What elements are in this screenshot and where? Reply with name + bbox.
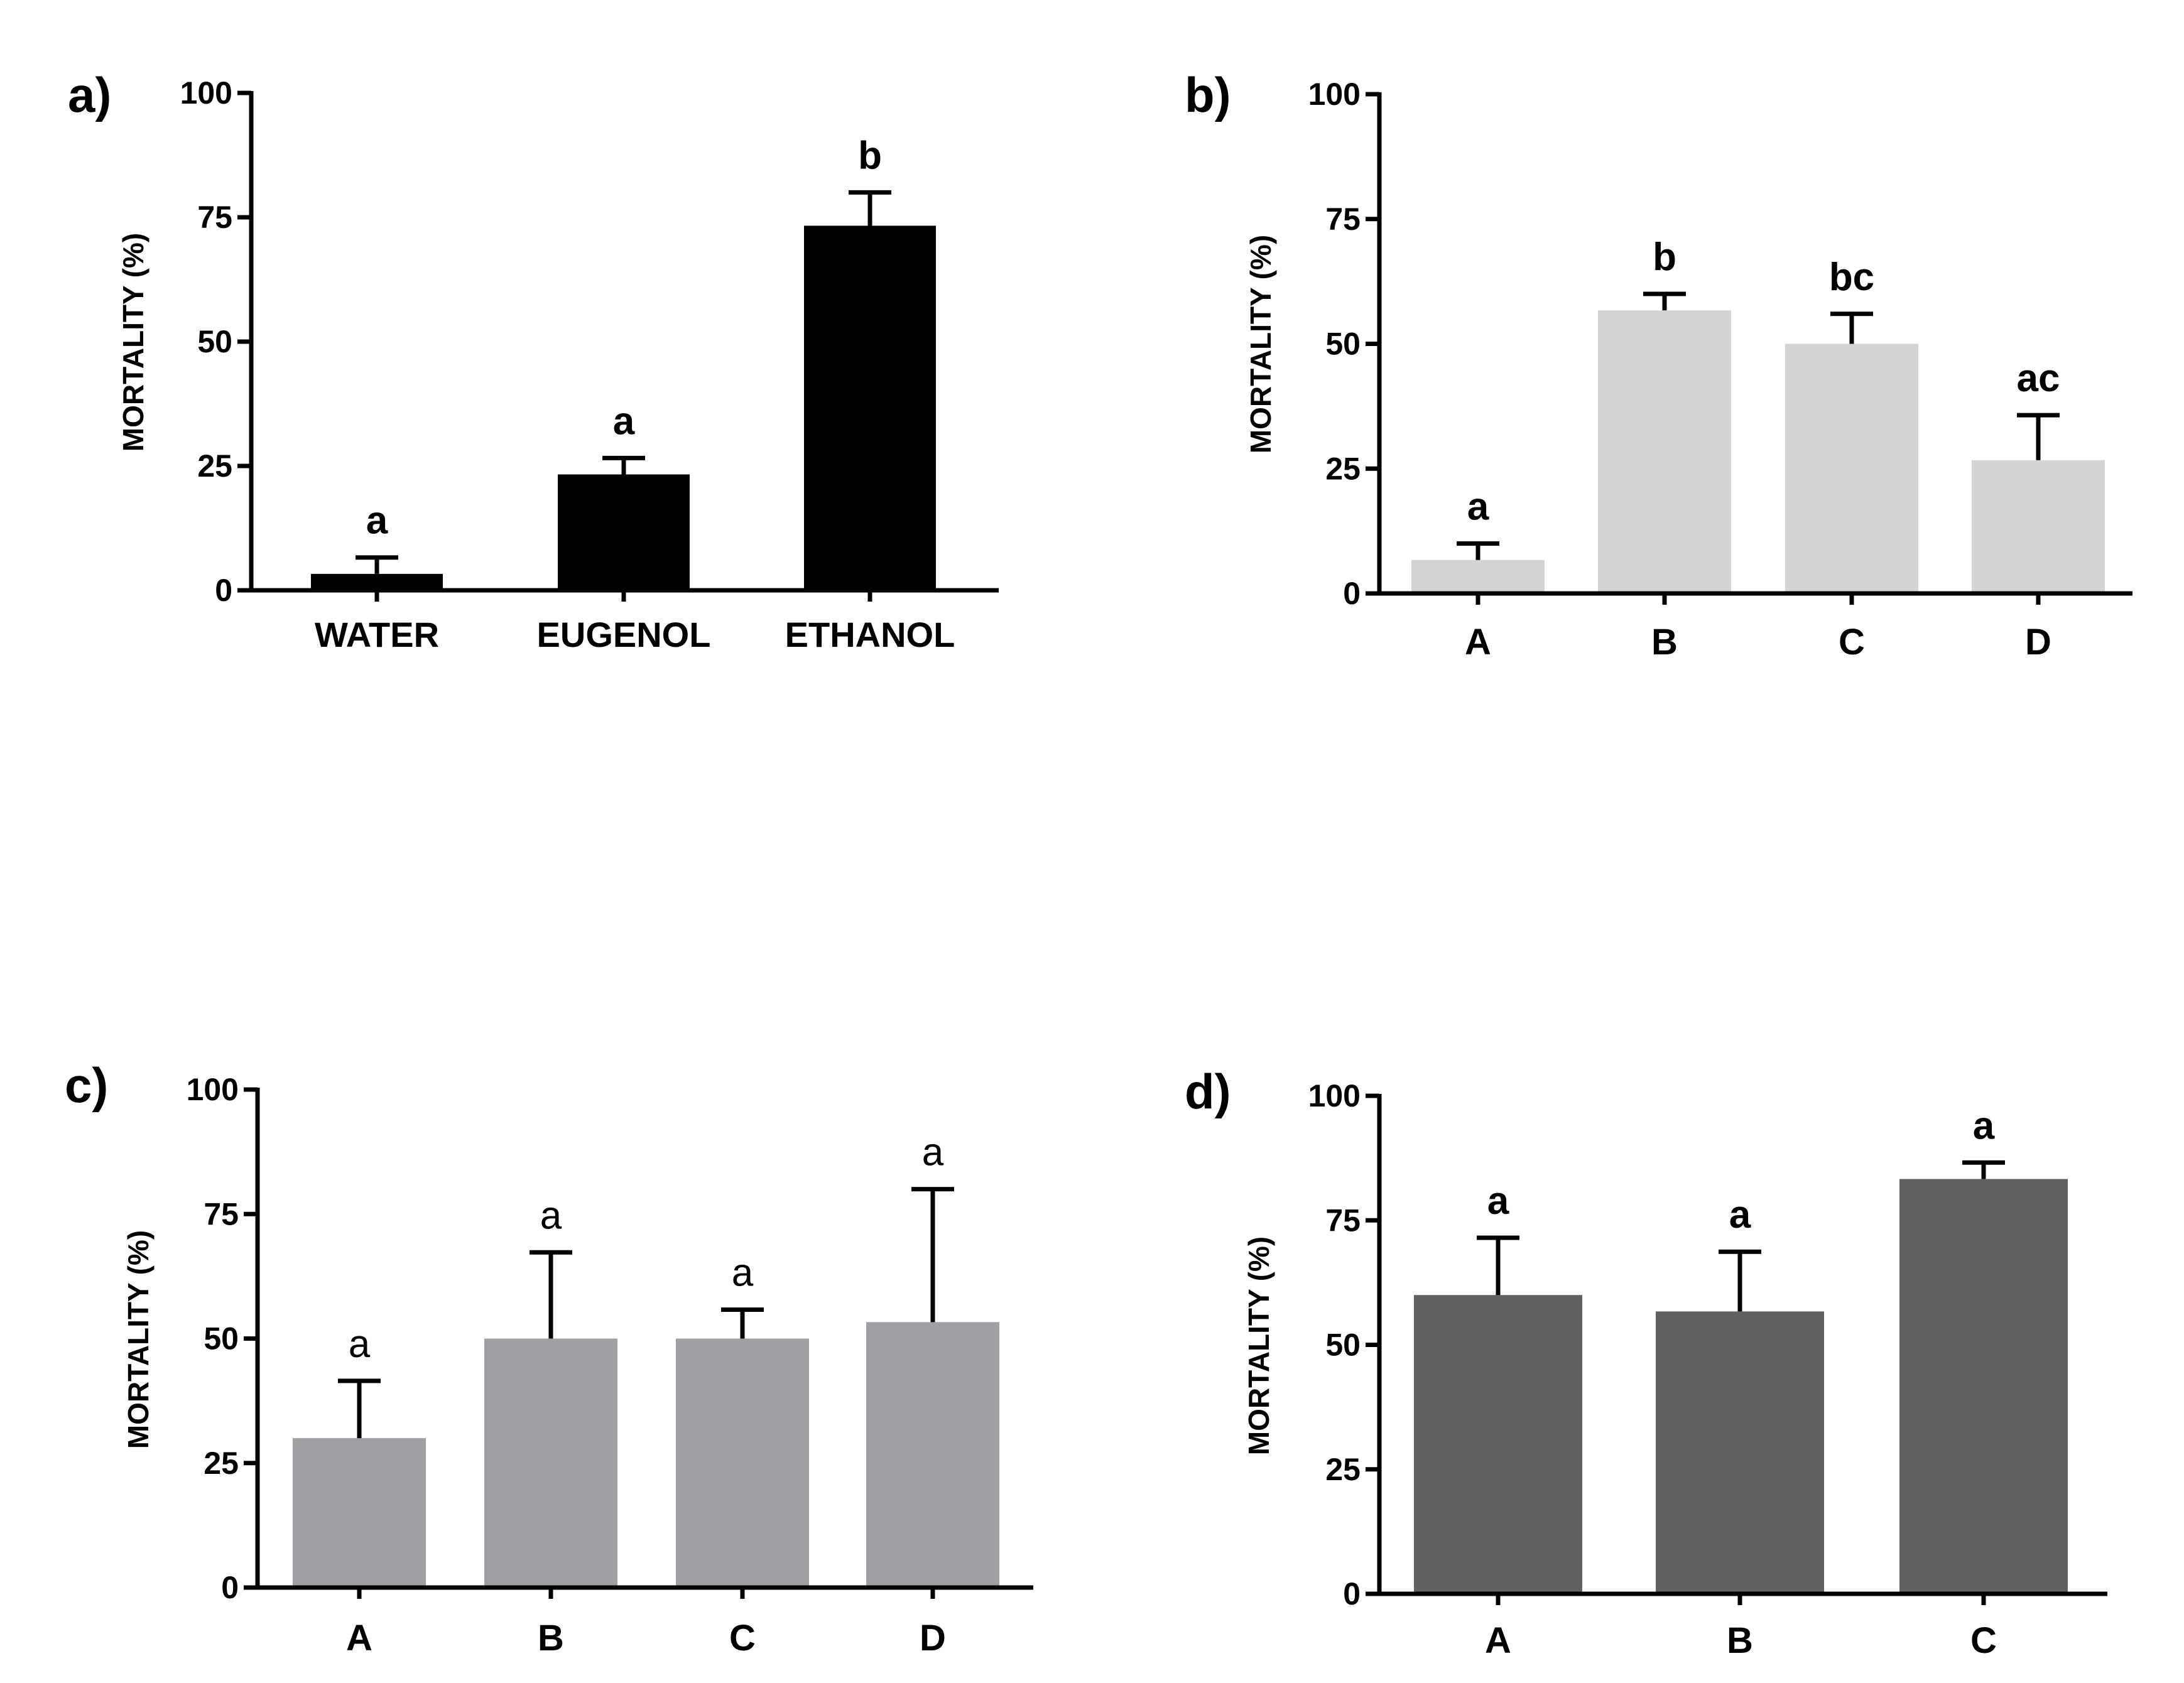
y-tick-label: 75 (1325, 1203, 1361, 1238)
bar (804, 225, 936, 590)
significance-letter: a (540, 1194, 562, 1237)
significance-letter: a (613, 399, 635, 443)
y-tick-label: 0 (1343, 1576, 1361, 1611)
bar (1899, 1179, 2068, 1594)
y-tick-label: 50 (197, 324, 232, 359)
significance-letter: b (1653, 235, 1676, 279)
x-tick-label: D (2025, 622, 2051, 663)
chart-panel-d: d) MORTALITY (%) a Aa Ba C 0 25 50 75 100 (1185, 1064, 2107, 1661)
x-tick-label: B (1651, 622, 1678, 663)
y-axis-label: MORTALITY (%) (122, 1230, 155, 1449)
y-tick-label: 100 (1308, 1078, 1361, 1113)
y-tick-label: 75 (197, 200, 232, 235)
y-tick-label: 100 (1308, 77, 1361, 112)
x-tick-label: WATER (315, 615, 439, 654)
y-tick-label: 75 (1325, 202, 1361, 237)
y-tick-label: 100 (180, 75, 232, 111)
bar (1785, 344, 1918, 593)
y-tick-label: 100 (187, 1072, 239, 1107)
significance-letter: a (1467, 485, 1489, 529)
bar (866, 1322, 999, 1588)
y-tick-label: 25 (204, 1446, 239, 1481)
x-tick-label: B (1727, 1620, 1753, 1661)
y-axis-label: MORTALITY (%) (117, 233, 149, 452)
bar (1598, 310, 1731, 593)
bar (558, 474, 690, 590)
chart-panel-c: c) MORTALITY (%) a Aa Ba Ca D 0 25 50 75 100 (65, 1058, 1033, 1659)
y-tick-label: 0 (221, 1570, 239, 1605)
significance-letter: ac (2017, 357, 2060, 400)
panel-label: b) (1185, 67, 1231, 122)
significance-letter: a (1729, 1193, 1751, 1237)
x-tick-label: D (920, 1618, 946, 1659)
x-tick-label: ETHANOL (785, 615, 955, 654)
bar (1411, 560, 1545, 593)
significance-letter: b (858, 134, 882, 177)
y-axis-label: MORTALITY (%) (1242, 1237, 1275, 1455)
y-tick-label: 0 (215, 573, 232, 608)
y-tick-label: 25 (1325, 451, 1361, 486)
significance-letter: a (349, 1323, 371, 1366)
y-tick-label: 0 (1343, 576, 1361, 611)
x-tick-label: A (1465, 622, 1491, 663)
x-tick-label: A (346, 1618, 372, 1659)
x-tick-label: C (729, 1618, 756, 1659)
chart-panel-a: a) MORTALITY (%) a WATER a EUGENOL b ETHANOL 0 25… (68, 67, 999, 654)
bar (676, 1338, 809, 1588)
y-tick-label: 50 (204, 1321, 239, 1356)
bar (293, 1438, 426, 1588)
y-tick-label: 50 (1325, 327, 1361, 362)
bar (311, 573, 443, 590)
y-tick-label: 25 (1325, 1452, 1361, 1487)
significance-letter: a (1973, 1104, 1995, 1147)
bar (1972, 460, 2105, 593)
y-tick-label: 75 (204, 1196, 239, 1231)
y-tick-label: 50 (1325, 1328, 1361, 1363)
significance-letter: a (732, 1252, 754, 1295)
chart-panel-b: b) MORTALITY (%) a Ab Bbc Cac D 0 25 50 75 100 (1185, 67, 2132, 663)
y-axis-label: MORTALITY (%) (1244, 235, 1277, 453)
x-tick-label: B (538, 1618, 564, 1659)
panel-label: a) (68, 67, 111, 122)
bar (1414, 1295, 1582, 1594)
significance-letter: bc (1829, 256, 1874, 299)
significance-letter: a (1487, 1179, 1509, 1223)
x-tick-label: A (1485, 1620, 1511, 1661)
x-tick-label: C (1839, 622, 1865, 663)
significance-letter: a (922, 1131, 944, 1174)
bar (1656, 1311, 1824, 1594)
bar (484, 1338, 617, 1588)
panel-label: c) (65, 1058, 108, 1113)
significance-letter: a (366, 499, 388, 543)
x-tick-label: EUGENOL (537, 615, 711, 654)
x-tick-label: C (1970, 1620, 1997, 1661)
y-tick-label: 25 (197, 448, 232, 484)
panel-label: d) (1185, 1064, 1231, 1119)
